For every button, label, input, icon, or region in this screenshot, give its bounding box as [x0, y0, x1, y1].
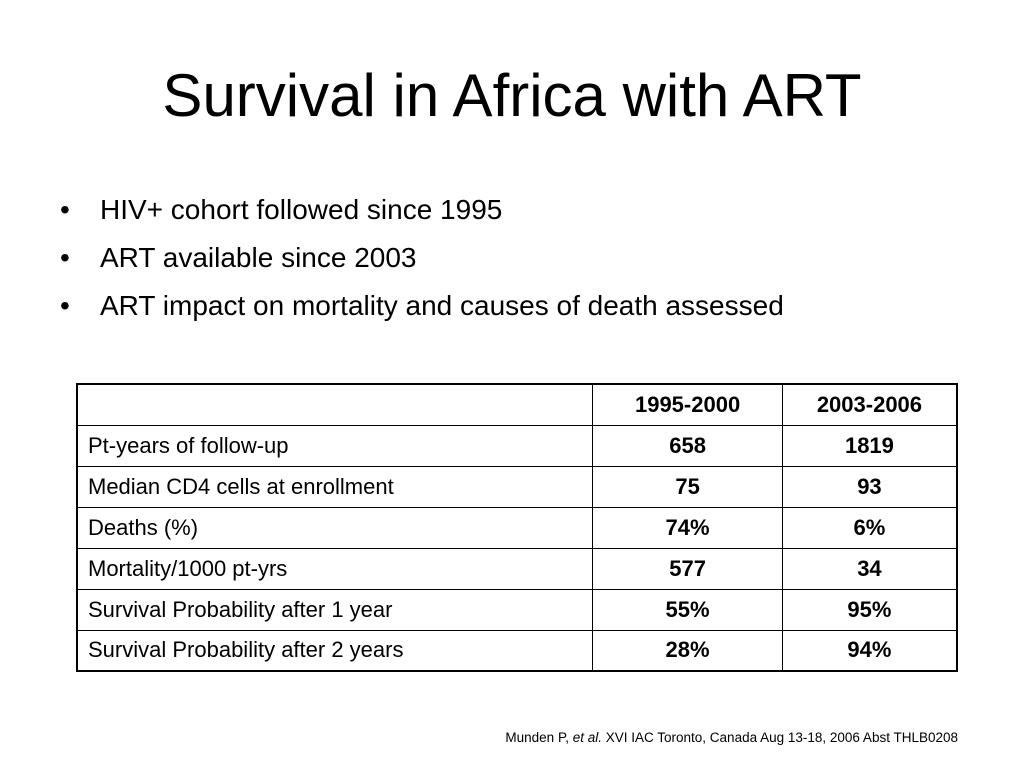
cell-value-period-2: 95%: [781, 588, 958, 631]
cell-value-period-2: 34: [781, 547, 958, 590]
bullet-text: HIV+ cohort followed since 1995: [100, 194, 503, 225]
survival-table: 1995-2000 2003-2006 Pt-years of follow-u…: [76, 383, 958, 672]
citation-etal: et al.: [572, 730, 602, 745]
bullet-icon: •: [60, 194, 70, 225]
row-label: Deaths (%): [76, 506, 594, 549]
bullet-list: • HIV+ cohort followed since 1995 • ART …: [58, 186, 784, 330]
cell-value-period-1: 74%: [592, 506, 783, 549]
table-row: Survival Probability after 2 years 28% 9…: [76, 629, 958, 672]
table-header-row: 1995-2000 2003-2006: [76, 383, 958, 426]
table-row: Median CD4 cells at enrollment 75 93: [76, 465, 958, 508]
row-label: Mortality/1000 pt-yrs: [76, 547, 594, 590]
cell-value-period-1: 55%: [592, 588, 783, 631]
bullet-text: ART available since 2003: [100, 242, 417, 273]
citation-author: Munden P,: [505, 730, 573, 745]
cell-value-period-2: 6%: [781, 506, 958, 549]
row-label: Survival Probability after 1 year: [76, 588, 594, 631]
table-header-empty: [76, 383, 594, 426]
bullet-item: • ART available since 2003: [58, 234, 784, 282]
citation: Munden P, et al. XVI IAC Toronto, Canada…: [505, 730, 958, 745]
table-header-period-2: 2003-2006: [781, 383, 958, 426]
cell-value-period-2: 94%: [781, 629, 958, 672]
cell-value-period-1: 28%: [592, 629, 783, 672]
bullet-item: • HIV+ cohort followed since 1995: [58, 186, 784, 234]
bullet-icon: •: [60, 242, 70, 273]
cell-value-period-1: 577: [592, 547, 783, 590]
row-label: Pt-years of follow-up: [76, 424, 594, 467]
table-row: Deaths (%) 74% 6%: [76, 506, 958, 549]
slide-title: Survival in Africa with ART: [162, 62, 862, 129]
bullet-text: ART impact on mortality and causes of de…: [100, 290, 784, 321]
bullet-icon: •: [60, 290, 70, 321]
table-row: Mortality/1000 pt-yrs 577 34: [76, 547, 958, 590]
cell-value-period-1: 75: [592, 465, 783, 508]
citation-source: XVI IAC Toronto, Canada Aug 13-18, 2006 …: [602, 730, 958, 745]
table-header-period-1: 1995-2000: [592, 383, 783, 426]
table-row: Survival Probability after 1 year 55% 95…: [76, 588, 958, 631]
row-label: Survival Probability after 2 years: [76, 629, 594, 672]
cell-value-period-2: 93: [781, 465, 958, 508]
row-label: Median CD4 cells at enrollment: [76, 465, 594, 508]
cell-value-period-1: 658: [592, 424, 783, 467]
table-row: Pt-years of follow-up 658 1819: [76, 424, 958, 467]
bullet-item: • ART impact on mortality and causes of …: [58, 282, 784, 330]
cell-value-period-2: 1819: [781, 424, 958, 467]
